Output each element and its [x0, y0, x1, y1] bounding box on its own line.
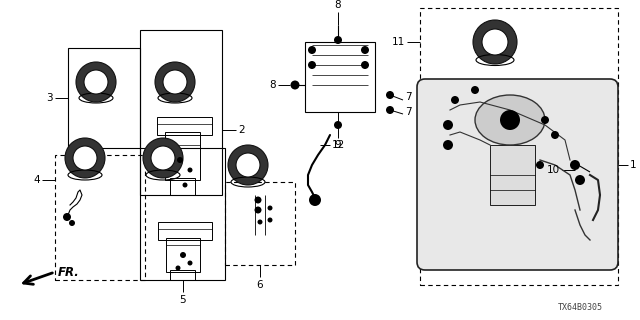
Circle shape — [69, 220, 75, 226]
Circle shape — [188, 260, 193, 266]
Circle shape — [361, 46, 369, 54]
Text: 5: 5 — [180, 295, 186, 305]
Circle shape — [386, 91, 394, 99]
Text: FR.: FR. — [58, 266, 80, 278]
Circle shape — [151, 146, 175, 170]
Text: 10: 10 — [547, 165, 560, 175]
Circle shape — [334, 36, 342, 44]
Circle shape — [228, 145, 268, 185]
Circle shape — [551, 131, 559, 139]
Text: 1: 1 — [630, 160, 637, 170]
Circle shape — [536, 161, 544, 169]
Circle shape — [236, 153, 260, 177]
Circle shape — [268, 218, 273, 222]
Circle shape — [268, 205, 273, 211]
Bar — [490, 145, 535, 205]
Circle shape — [471, 86, 479, 94]
Bar — [170, 178, 195, 195]
Bar — [225, 182, 295, 265]
Circle shape — [570, 160, 580, 170]
Text: 7: 7 — [405, 107, 412, 117]
Circle shape — [73, 146, 97, 170]
Circle shape — [255, 206, 262, 213]
Bar — [305, 42, 375, 112]
Circle shape — [257, 220, 262, 225]
Bar — [420, 8, 618, 285]
Text: 2: 2 — [238, 125, 244, 135]
Circle shape — [443, 120, 453, 130]
Text: 12: 12 — [332, 140, 345, 150]
Circle shape — [188, 167, 193, 172]
Circle shape — [443, 140, 453, 150]
Bar — [140, 148, 225, 280]
Circle shape — [541, 116, 549, 124]
Text: 11: 11 — [392, 37, 405, 47]
Circle shape — [65, 138, 105, 178]
Circle shape — [182, 182, 188, 188]
Circle shape — [163, 70, 187, 94]
Circle shape — [63, 213, 71, 221]
Circle shape — [386, 106, 394, 114]
Ellipse shape — [475, 95, 545, 145]
Text: 9: 9 — [335, 140, 341, 150]
Text: 8: 8 — [335, 0, 341, 10]
Text: 4: 4 — [33, 175, 40, 185]
Text: 6: 6 — [257, 280, 263, 290]
Circle shape — [155, 62, 195, 102]
Circle shape — [575, 175, 585, 185]
Circle shape — [334, 121, 342, 129]
Bar — [158, 222, 212, 240]
Circle shape — [177, 157, 183, 163]
Circle shape — [291, 81, 300, 90]
Circle shape — [482, 29, 508, 55]
Circle shape — [255, 196, 262, 204]
Text: TX64B0305: TX64B0305 — [557, 303, 602, 313]
Bar — [140, 30, 222, 195]
Circle shape — [361, 61, 369, 69]
Circle shape — [84, 70, 108, 94]
Circle shape — [309, 194, 321, 206]
Bar — [157, 117, 212, 135]
Circle shape — [143, 138, 183, 178]
Bar — [68, 48, 140, 148]
Circle shape — [175, 266, 180, 270]
Bar — [165, 132, 200, 180]
Text: 3: 3 — [46, 93, 53, 103]
Circle shape — [473, 20, 517, 64]
Circle shape — [76, 62, 116, 102]
FancyBboxPatch shape — [417, 79, 618, 270]
Text: 8: 8 — [269, 80, 276, 90]
Circle shape — [180, 252, 186, 258]
Bar — [55, 155, 145, 280]
Circle shape — [308, 61, 316, 69]
Bar — [170, 270, 195, 280]
Text: 7: 7 — [405, 92, 412, 102]
Circle shape — [451, 96, 459, 104]
Circle shape — [308, 46, 316, 54]
Bar — [166, 238, 200, 272]
Circle shape — [500, 110, 520, 130]
